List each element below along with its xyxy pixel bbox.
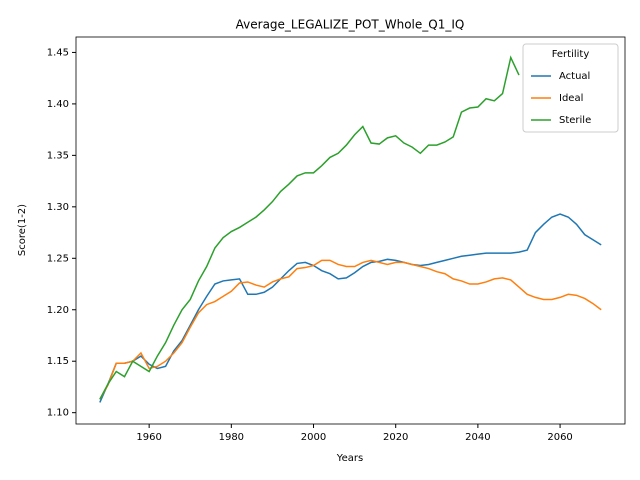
legend-label: Actual (559, 71, 590, 82)
y-tick-label: 1.35 (47, 150, 69, 161)
y-tick-label: 1.40 (47, 99, 69, 110)
series-line (99, 55, 520, 400)
x-tick-label: 2060 (547, 432, 572, 443)
x-axis-label: Years (336, 453, 363, 464)
legend-title: Fertility (552, 49, 590, 60)
y-tick-label: 1.25 (47, 253, 69, 264)
y-tick-label: 1.10 (47, 408, 69, 419)
x-tick-label: 1960 (136, 432, 161, 443)
y-tick-label: 1.20 (47, 305, 69, 316)
x-tick-label: 1980 (219, 432, 244, 443)
chart-title: Average_LEGALIZE_POT_Whole_Q1_IQ (236, 18, 465, 32)
y-tick-label: 1.45 (47, 47, 69, 58)
x-tick-label: 2000 (301, 432, 326, 443)
y-axis-label: Score(1-2) (17, 204, 28, 256)
series-line (99, 213, 602, 403)
series-line (99, 259, 602, 400)
y-tick-label: 1.15 (47, 356, 69, 367)
x-tick-label: 2040 (465, 432, 490, 443)
x-tick-label: 2020 (383, 432, 408, 443)
axes-frame (75, 36, 626, 425)
legend-label: Ideal (559, 93, 583, 104)
legend-box (522, 43, 619, 133)
y-tick-label: 1.30 (47, 202, 69, 213)
legend-label: Sterile (559, 115, 591, 126)
